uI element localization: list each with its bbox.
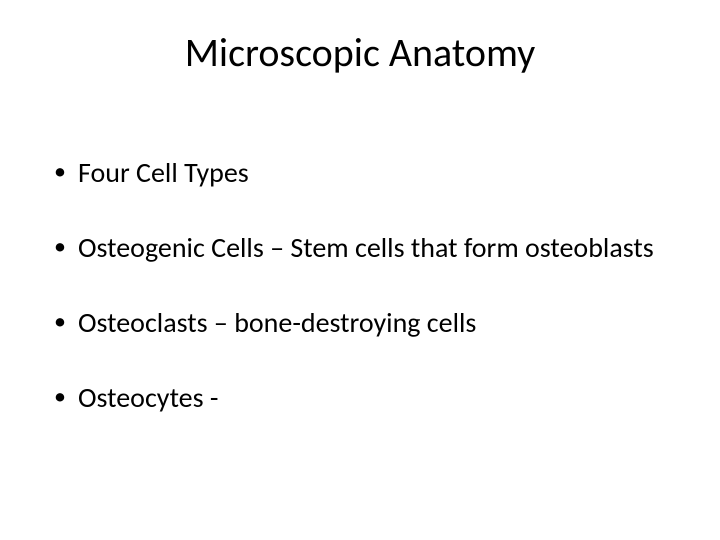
list-item: Osteoclasts – bone-destroying cells <box>54 306 660 339</box>
slide-title: Microscopic Anatomy <box>0 28 720 77</box>
list-item: Osteocytes - <box>54 381 660 414</box>
bullet-list: Four Cell Types Osteogenic Cells – Stem … <box>54 156 660 414</box>
slide-body: Four Cell Types Osteogenic Cells – Stem … <box>54 156 660 456</box>
list-item: Four Cell Types <box>54 156 660 189</box>
list-item: Osteogenic Cells – Stem cells that form … <box>54 231 660 264</box>
slide: Microscopic Anatomy Four Cell Types Oste… <box>0 28 720 540</box>
